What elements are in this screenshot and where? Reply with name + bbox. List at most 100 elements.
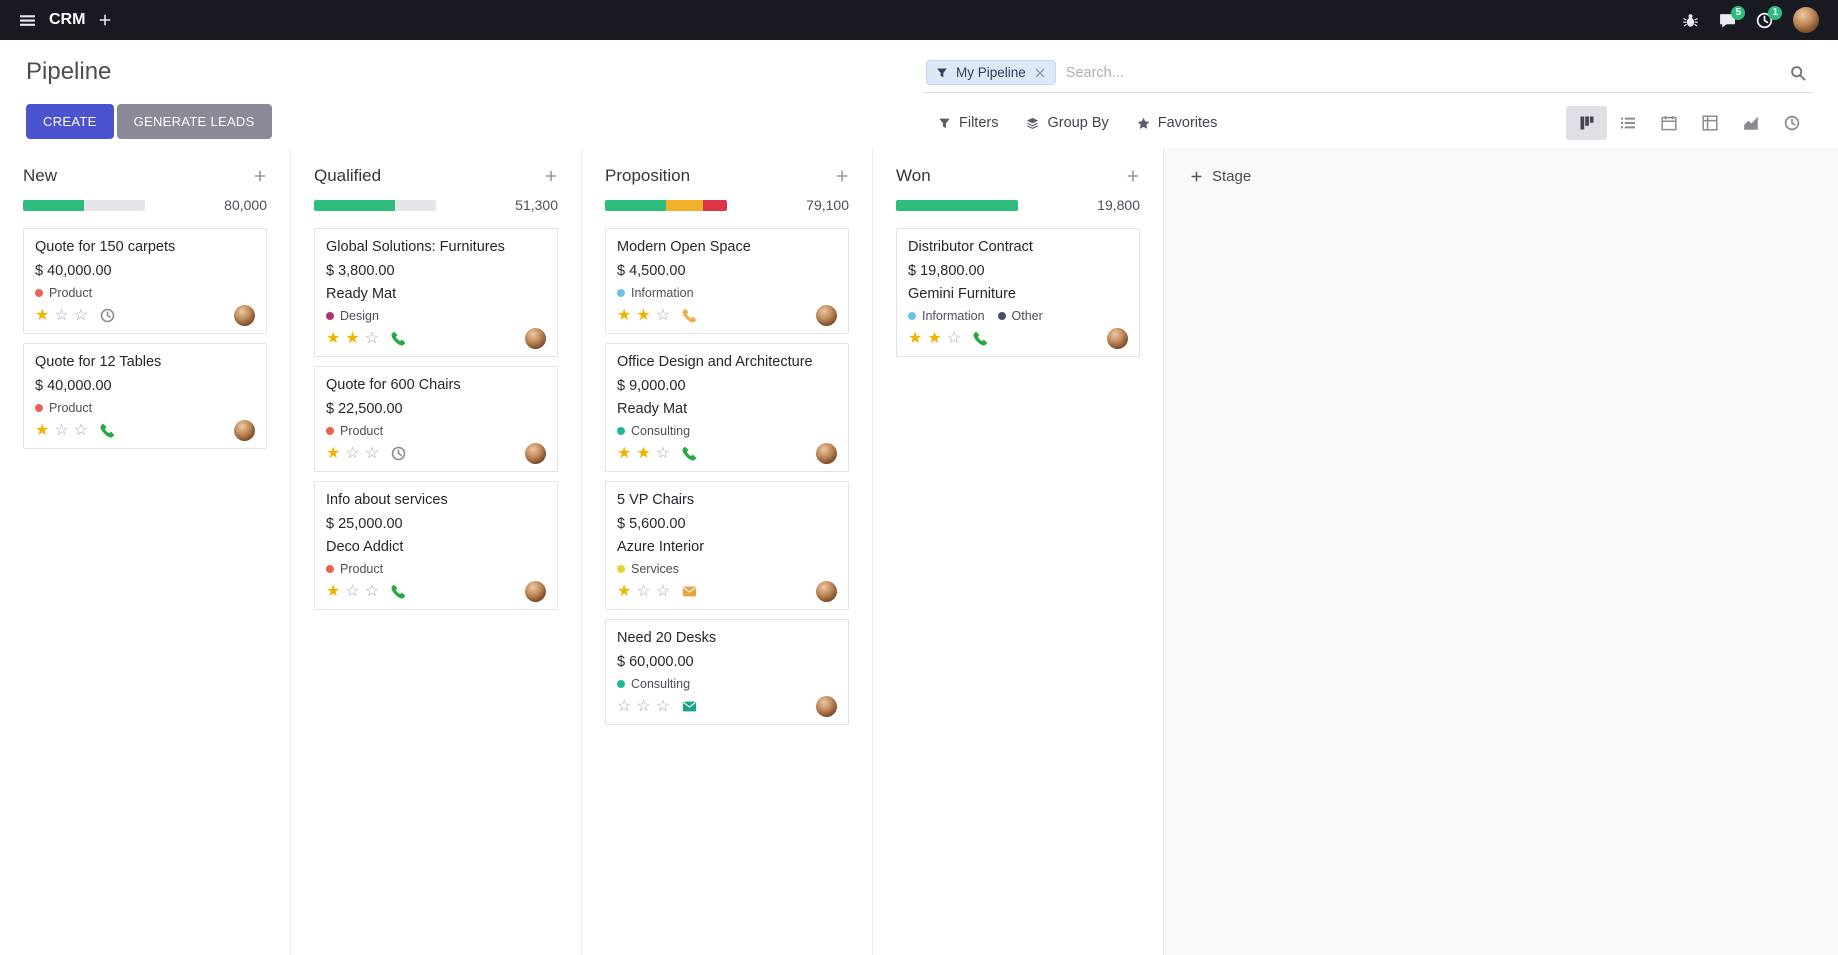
apps-menu-button[interactable] xyxy=(10,6,45,35)
priority-star-3[interactable]: ☆ xyxy=(73,421,89,439)
app-name-link[interactable]: CRM xyxy=(49,11,86,28)
column-add-icon[interactable] xyxy=(253,169,267,183)
column-add-icon[interactable] xyxy=(1126,169,1140,183)
view-calendar-button[interactable] xyxy=(1648,106,1689,140)
card-tag[interactable]: Product xyxy=(326,562,383,576)
column-add-icon[interactable] xyxy=(835,169,849,183)
progress-segment-success[interactable] xyxy=(605,199,666,211)
activity-phone-icon[interactable] xyxy=(100,423,115,438)
priority-star-2[interactable]: ☆ xyxy=(636,697,651,715)
priority-star-1[interactable]: ★ xyxy=(326,444,341,462)
priority-star-3[interactable]: ☆ xyxy=(946,329,962,347)
priority-star-2[interactable]: ★ xyxy=(927,329,942,347)
card-tag[interactable]: Design xyxy=(326,309,379,323)
card-tag[interactable]: Product xyxy=(35,401,92,415)
activity-clock-icon[interactable] xyxy=(100,308,115,323)
card-tag[interactable]: Information xyxy=(908,309,985,323)
add-stage-button[interactable]: Stage xyxy=(1190,168,1251,185)
priority-star-3[interactable]: ☆ xyxy=(364,329,380,347)
priority-star-1[interactable]: ★ xyxy=(326,582,341,600)
activity-phone-icon[interactable] xyxy=(973,331,988,346)
card-tag[interactable]: Consulting xyxy=(617,424,690,438)
debug-button[interactable] xyxy=(1673,6,1708,35)
activity-envelope-icon[interactable] xyxy=(682,584,697,599)
progress-segment-success[interactable] xyxy=(314,199,395,211)
card-tag[interactable]: Product xyxy=(35,286,92,300)
progress-segment-warning[interactable] xyxy=(666,199,703,211)
activity-clock-icon[interactable] xyxy=(391,446,406,461)
priority-star-2[interactable]: ☆ xyxy=(345,582,360,600)
kanban-card[interactable]: Quote for 150 carpets $ 40,000.00 Produc… xyxy=(23,228,267,334)
view-activity-button[interactable] xyxy=(1771,106,1812,140)
priority-star-1[interactable]: ★ xyxy=(326,329,341,347)
kanban-card[interactable]: Need 20 Desks $ 60,000.00 Consulting ☆ ☆ ☆ xyxy=(605,619,849,725)
search-submit-button[interactable] xyxy=(1786,63,1810,83)
messages-button[interactable]: 5 xyxy=(1710,5,1745,35)
column-progressbar[interactable] xyxy=(896,199,1018,211)
kanban-card[interactable]: Info about services $ 25,000.00 Deco Add… xyxy=(314,481,558,610)
card-tag[interactable]: Product xyxy=(326,424,383,438)
kanban-card[interactable]: Quote for 12 Tables $ 40,000.00 Product … xyxy=(23,343,267,449)
priority-star-2[interactable]: ☆ xyxy=(54,306,69,324)
priority-star-1[interactable]: ☆ xyxy=(617,697,632,715)
view-list-button[interactable] xyxy=(1607,106,1648,140)
priority-star-2[interactable]: ☆ xyxy=(636,582,651,600)
priority-star-1[interactable]: ★ xyxy=(908,329,923,347)
filters-button[interactable]: Filters xyxy=(938,115,998,131)
priority-star-2[interactable]: ★ xyxy=(345,329,360,347)
view-pivot-button[interactable] xyxy=(1689,106,1730,140)
column-progressbar[interactable] xyxy=(314,199,436,211)
generate-leads-button[interactable]: GENERATE LEADS xyxy=(116,104,272,139)
activities-button[interactable]: 1 xyxy=(1747,5,1782,35)
column-title[interactable]: New xyxy=(23,166,58,185)
priority-star-1[interactable]: ★ xyxy=(35,421,50,439)
kanban-card[interactable]: Distributor Contract $ 19,800.00 Gemini … xyxy=(896,228,1140,357)
column-title[interactable]: Proposition xyxy=(605,166,691,185)
favorites-button[interactable]: Favorites xyxy=(1137,115,1217,131)
card-tag[interactable]: Consulting xyxy=(617,677,690,691)
user-menu-button[interactable] xyxy=(1784,1,1828,39)
column-add-icon[interactable] xyxy=(544,169,558,183)
priority-star-2[interactable]: ★ xyxy=(636,444,651,462)
priority-star-1[interactable]: ★ xyxy=(617,444,632,462)
column-title[interactable]: Qualified xyxy=(314,166,382,185)
priority-star-3[interactable]: ☆ xyxy=(655,697,671,715)
priority-star-3[interactable]: ☆ xyxy=(655,582,671,600)
column-progressbar[interactable] xyxy=(605,199,727,211)
priority-star-3[interactable]: ☆ xyxy=(73,306,89,324)
kanban-card[interactable]: Modern Open Space $ 4,500.00 Information… xyxy=(605,228,849,334)
progress-segment-danger[interactable] xyxy=(702,199,727,211)
card-tag[interactable]: Services xyxy=(617,562,679,576)
search-input[interactable] xyxy=(1055,60,1786,85)
kanban-card[interactable]: 5 VP Chairs $ 5,600.00 Azure Interior Se… xyxy=(605,481,849,610)
column-progressbar[interactable] xyxy=(23,199,145,211)
progress-segment-success[interactable] xyxy=(23,199,84,211)
activity-phone-icon[interactable] xyxy=(391,331,406,346)
priority-star-1[interactable]: ★ xyxy=(617,582,632,600)
priority-star-3[interactable]: ☆ xyxy=(364,444,380,462)
priority-star-3[interactable]: ☆ xyxy=(655,306,671,324)
priority-star-2[interactable]: ★ xyxy=(636,306,651,324)
column-title[interactable]: Won xyxy=(896,166,931,185)
view-graph-button[interactable] xyxy=(1730,106,1771,140)
activity-phone-icon[interactable] xyxy=(682,308,697,323)
kanban-card[interactable]: Global Solutions: Furnitures $ 3,800.00 … xyxy=(314,228,558,357)
progress-segment-success[interactable] xyxy=(896,199,1018,211)
priority-star-2[interactable]: ☆ xyxy=(345,444,360,462)
view-kanban-button[interactable] xyxy=(1566,106,1607,140)
activity-envelope-icon[interactable] xyxy=(682,699,697,714)
card-tag[interactable]: Other xyxy=(997,309,1043,323)
kanban-card[interactable]: Office Design and Architecture $ 9,000.0… xyxy=(605,343,849,472)
kanban-card[interactable]: Quote for 600 Chairs $ 22,500.00 Product… xyxy=(314,366,558,472)
facet-remove-icon[interactable] xyxy=(1034,67,1046,79)
activity-phone-icon[interactable] xyxy=(391,584,406,599)
priority-star-3[interactable]: ☆ xyxy=(364,582,380,600)
priority-star-1[interactable]: ★ xyxy=(35,306,50,324)
priority-star-3[interactable]: ☆ xyxy=(655,444,671,462)
quick-add-button[interactable] xyxy=(89,7,121,33)
activity-phone-icon[interactable] xyxy=(682,446,697,461)
priority-star-1[interactable]: ★ xyxy=(617,306,632,324)
priority-star-2[interactable]: ☆ xyxy=(54,421,69,439)
card-tag[interactable]: Information xyxy=(617,286,694,300)
group-by-button[interactable]: Group By xyxy=(1026,115,1109,131)
